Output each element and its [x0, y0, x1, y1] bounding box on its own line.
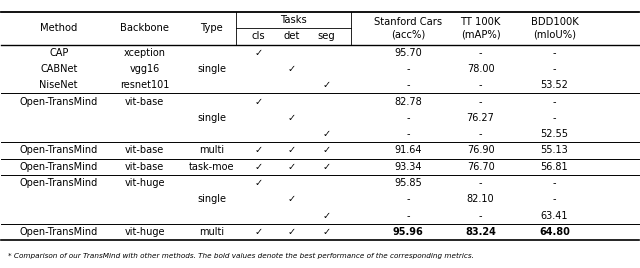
Text: -: - [406, 113, 410, 123]
Text: ✓: ✓ [287, 64, 296, 74]
Text: xception: xception [124, 48, 166, 58]
Text: ✓: ✓ [287, 227, 296, 237]
Text: TT 100K
(mAP%): TT 100K (mAP%) [460, 17, 500, 39]
Text: 64.80: 64.80 [539, 227, 570, 237]
Text: resnet101: resnet101 [120, 80, 170, 90]
Text: Stanford Cars
(acc%): Stanford Cars (acc%) [374, 17, 442, 39]
Text: -: - [406, 211, 410, 221]
Text: Type: Type [200, 23, 223, 33]
Text: seg: seg [317, 31, 335, 42]
Text: ✓: ✓ [287, 146, 296, 155]
Text: ✓: ✓ [254, 227, 262, 237]
Text: -: - [553, 64, 556, 74]
Text: 56.81: 56.81 [541, 162, 568, 172]
Text: Open-TransMind: Open-TransMind [20, 96, 98, 107]
Text: -: - [479, 48, 483, 58]
Text: Method: Method [40, 23, 77, 33]
Text: -: - [479, 129, 483, 139]
Text: 95.70: 95.70 [394, 48, 422, 58]
Text: vit-huge: vit-huge [125, 227, 165, 237]
Text: 93.34: 93.34 [394, 162, 422, 172]
Text: 52.55: 52.55 [541, 129, 568, 139]
Text: ✓: ✓ [254, 162, 262, 172]
Text: -: - [406, 194, 410, 204]
Text: 82.10: 82.10 [467, 194, 494, 204]
Text: task-moe: task-moe [189, 162, 234, 172]
Text: -: - [553, 113, 556, 123]
Text: single: single [197, 194, 226, 204]
Text: BDD100K
(mIoU%): BDD100K (mIoU%) [531, 17, 579, 39]
Text: vit-huge: vit-huge [125, 178, 165, 188]
Text: -: - [553, 178, 556, 188]
Text: NiseNet: NiseNet [40, 80, 78, 90]
Text: 83.24: 83.24 [465, 227, 496, 237]
Text: ✓: ✓ [254, 96, 262, 107]
Text: -: - [479, 96, 483, 107]
Text: -: - [406, 64, 410, 74]
Text: * Comparison of our TransMind with other methods. The bold values denote the bes: * Comparison of our TransMind with other… [8, 253, 474, 259]
Text: single: single [197, 64, 226, 74]
Text: -: - [553, 48, 556, 58]
Text: ✓: ✓ [287, 194, 296, 204]
Text: ✓: ✓ [323, 129, 330, 139]
Text: multi: multi [199, 227, 224, 237]
Text: -: - [406, 129, 410, 139]
Text: ✓: ✓ [323, 162, 330, 172]
Text: Backbone: Backbone [120, 23, 169, 33]
Text: Open-TransMind: Open-TransMind [20, 162, 98, 172]
Text: ✓: ✓ [254, 178, 262, 188]
Text: det: det [283, 31, 300, 42]
Text: 95.96: 95.96 [392, 227, 423, 237]
Text: 76.70: 76.70 [467, 162, 495, 172]
Text: ✓: ✓ [323, 146, 330, 155]
Text: 55.13: 55.13 [541, 146, 568, 155]
Text: 76.90: 76.90 [467, 146, 494, 155]
Text: -: - [479, 211, 483, 221]
Text: -: - [553, 96, 556, 107]
Text: -: - [553, 194, 556, 204]
Text: ✓: ✓ [254, 146, 262, 155]
Text: ✓: ✓ [323, 227, 330, 237]
Text: -: - [479, 178, 483, 188]
Text: multi: multi [199, 146, 224, 155]
Text: vit-base: vit-base [125, 162, 164, 172]
Text: CAP: CAP [49, 48, 68, 58]
Text: Open-TransMind: Open-TransMind [20, 178, 98, 188]
Text: ✓: ✓ [323, 80, 330, 90]
Text: single: single [197, 113, 226, 123]
Text: Open-TransMind: Open-TransMind [20, 146, 98, 155]
Text: vit-base: vit-base [125, 146, 164, 155]
Text: ✓: ✓ [323, 211, 330, 221]
Text: 76.27: 76.27 [467, 113, 495, 123]
Text: ✓: ✓ [287, 162, 296, 172]
Text: Tasks: Tasks [280, 15, 307, 25]
Text: cls: cls [252, 31, 265, 42]
Text: 91.64: 91.64 [394, 146, 422, 155]
Text: 95.85: 95.85 [394, 178, 422, 188]
Text: 63.41: 63.41 [541, 211, 568, 221]
Text: 53.52: 53.52 [541, 80, 568, 90]
Text: ✓: ✓ [287, 113, 296, 123]
Text: 82.78: 82.78 [394, 96, 422, 107]
Text: -: - [406, 80, 410, 90]
Text: 78.00: 78.00 [467, 64, 494, 74]
Text: ✓: ✓ [254, 48, 262, 58]
Text: vgg16: vgg16 [130, 64, 160, 74]
Text: -: - [479, 80, 483, 90]
Text: CABNet: CABNet [40, 64, 77, 74]
Text: Open-TransMind: Open-TransMind [20, 227, 98, 237]
Text: vit-base: vit-base [125, 96, 164, 107]
